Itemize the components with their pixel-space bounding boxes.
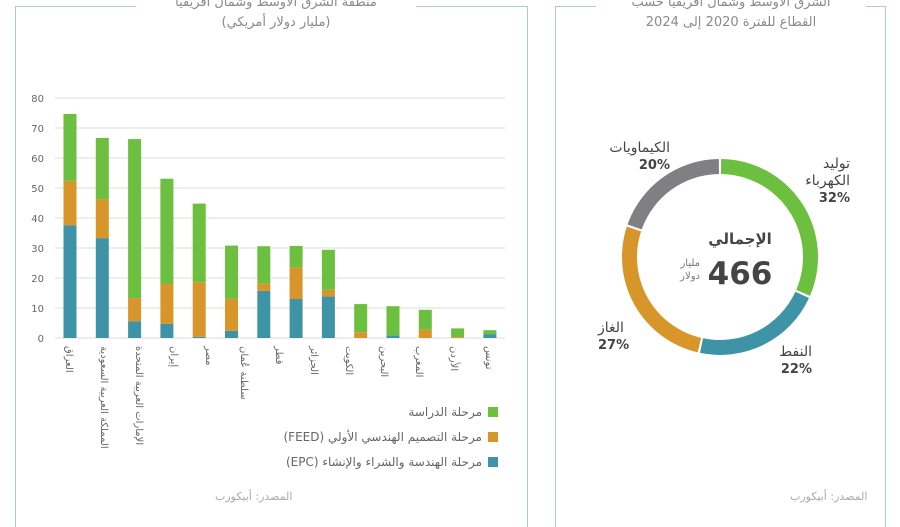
bar-segment-study [418, 309, 432, 330]
bar-segment-study [128, 139, 142, 299]
legend-swatch [488, 457, 498, 467]
bar-segment-study [386, 306, 400, 336]
bar-segment-epc [192, 336, 206, 338]
x-tick-label: العراق [63, 346, 74, 373]
x-tick-label: سلطنة عُمان [238, 346, 250, 400]
y-tick-label: 50 [31, 184, 44, 195]
bar-segment-epc [160, 323, 174, 338]
bar-segment-feed [321, 289, 335, 297]
legend-label: مرحلة الدراسة [408, 405, 482, 419]
bar-segment-feed [95, 199, 109, 239]
donut-slice [622, 226, 702, 353]
bar-segment-feed [225, 298, 238, 331]
bar-segment-epc [257, 290, 271, 338]
bar-segment-feed [128, 298, 142, 322]
bar-segment-epc [63, 225, 77, 338]
x-tick-label: المغرب [413, 346, 424, 377]
slice-percent: 32% [819, 191, 850, 206]
bar-segment-study [451, 328, 465, 338]
y-tick-label: 80 [31, 94, 44, 105]
bar-segment-study [483, 330, 497, 335]
slice-percent: 27% [598, 338, 629, 353]
x-tick-label: الجزائر [308, 345, 319, 375]
bar-segment-study [354, 304, 368, 333]
bar-segment-study [95, 137, 109, 200]
bar-segment-feed [63, 180, 77, 226]
stacked-bar-chart: 0 10 20 30 40 50 60 70 80 العراق المملكة العربية ا… [31, 94, 850, 449]
donut-center-value: 466 [708, 256, 773, 292]
title-line-1: الشرق الأوسط وشمال أفريقيا حسب [631, 0, 831, 10]
y-tick-label: 30 [31, 244, 44, 255]
x-tick-label: الأردن [448, 346, 461, 371]
donut-center-label: الإجمالي [708, 230, 772, 248]
y-tick-label: 40 [31, 214, 44, 225]
slice-label: الغاز [597, 320, 624, 336]
donut-center-unit: مليار [679, 258, 700, 269]
bar-segment-feed [354, 332, 368, 338]
slice-label: النفط [779, 344, 812, 360]
donut-chart-panel: الشرق الأوسط وشمال أفريقيا حسب القطاع لل… [555, 0, 886, 527]
x-tick-label: الكويت [343, 346, 354, 375]
bar-segment-epc [321, 296, 335, 338]
x-tick-label: قطر [273, 345, 284, 365]
y-tick-label: 60 [31, 154, 44, 165]
bar-segment-epc [95, 238, 109, 338]
bar-segment-study [321, 249, 335, 290]
bar-segment-epc [289, 299, 303, 338]
bar-segment-feed [160, 284, 174, 324]
bar-segment-epc [225, 330, 238, 338]
source-note: المصدر: أبيكورب [215, 490, 293, 503]
bar-segment-epc [483, 334, 497, 338]
donut-slice [720, 159, 818, 296]
legend-label: مرحلة التصميم الهندسي الأولي (FEED) [283, 430, 482, 444]
y-tick-label: 20 [31, 274, 44, 285]
donut-chart-title: الشرق الأوسط وشمال أفريقيا حسب القطاع لل… [596, 0, 866, 33]
legend-item-study: مرحلة الدراسة [408, 405, 498, 419]
bar-segment-epc [128, 321, 142, 338]
y-tick-label: 70 [31, 124, 44, 135]
bar-segment-feed [418, 329, 432, 338]
legend-label: مرحلة الهندسة والشراء والإنشاء (EPC) [285, 455, 482, 469]
bar-segment-epc [386, 335, 400, 338]
title-line-2: القطاع للفترة 2020 إلى 2024 [645, 15, 817, 30]
x-tick-label: مصر [203, 345, 214, 366]
legend-swatch [488, 432, 498, 442]
bar-segment-feed [289, 267, 303, 299]
bar-segment-study [63, 113, 77, 181]
slice-percent: 22% [781, 362, 812, 377]
bar-chart-panel: منطقة الشرق الأوسط وشمال أفريقيا (مليار … [15, 0, 528, 527]
x-tick-label: البحرين [378, 346, 389, 377]
bar-segment-study [160, 178, 174, 284]
title-line-1: منطقة الشرق الأوسط وشمال أفريقيا [175, 0, 377, 10]
x-tick-label: إيران [168, 346, 179, 367]
x-tick-label: تونس [483, 346, 494, 370]
bar-segment-feed [451, 337, 465, 338]
donut-slice [627, 159, 720, 230]
slice-label: الكهرباء [805, 173, 850, 189]
x-tick-label: الإمارات العربية المتحدة [133, 346, 144, 445]
legend-item-epc: مرحلة الهندسة والشراء والإنشاء (EPC) [286, 455, 498, 469]
x-tick-label: المملكة العربية السعودية [98, 346, 109, 449]
slice-label: الكيماويات [609, 140, 670, 156]
bar-chart-title: منطقة الشرق الأوسط وشمال أفريقيا (مليار … [136, 0, 416, 33]
slice-label: توليد [823, 156, 850, 172]
title-line-2: (مليار دولار أمريكي) [221, 15, 331, 30]
bar-segment-study [289, 245, 303, 268]
bar-segment-study [257, 246, 271, 284]
y-tick-label: 0 [38, 334, 44, 345]
y-tick-label: 10 [31, 304, 44, 315]
legend-swatch [488, 407, 498, 417]
slice-percent: 20% [639, 158, 670, 173]
donut-slice [699, 291, 810, 355]
bar-segment-study [225, 245, 238, 299]
legend-item-feed: مرحلة التصميم الهندسي الأولي (FEED) [283, 430, 498, 444]
donut-center-unit: دولار [679, 271, 700, 282]
bar-segment-study [192, 203, 206, 283]
bar-segment-feed [192, 282, 206, 337]
bar-segment-feed [257, 283, 271, 291]
source-note: المصدر: أبيكورب [790, 490, 868, 503]
